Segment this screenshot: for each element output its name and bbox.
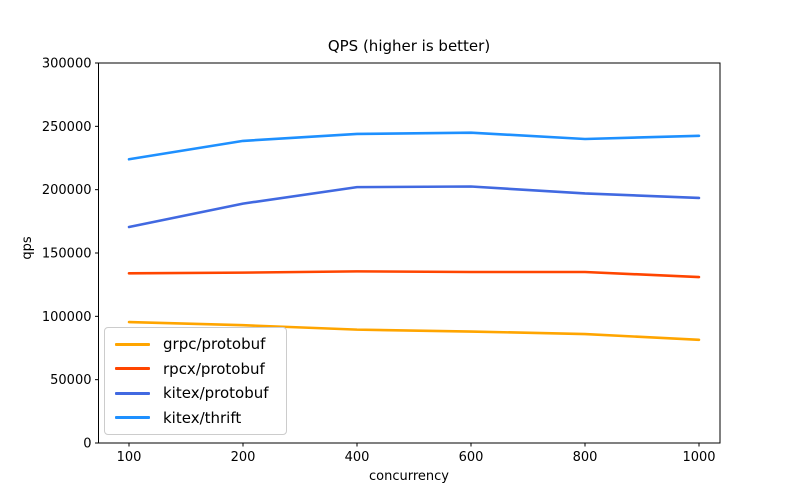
x-tick-label: 100 bbox=[117, 450, 142, 465]
legend: grpc/protobuf rpcx/protobuf kitex/protob… bbox=[104, 327, 287, 435]
y-tick-label: 300000 bbox=[42, 57, 92, 72]
chart-title: QPS (higher is better) bbox=[327, 37, 491, 55]
legend-label: kitex/thrift bbox=[163, 408, 242, 427]
y-tick-label: 200000 bbox=[42, 183, 92, 198]
legend-item-rpcx-protobuf: rpcx/protobuf bbox=[115, 360, 276, 378]
legend-swatch-grpc-protobuf bbox=[115, 342, 150, 346]
y-tick-label: 150000 bbox=[42, 247, 92, 262]
y-tick-label: 50000 bbox=[50, 373, 91, 388]
y-tick-label: 0 bbox=[83, 437, 91, 452]
legend-item-kitex-protobuf: kitex/protobuf bbox=[115, 384, 276, 402]
legend-swatch-kitex-thrift bbox=[115, 416, 150, 420]
series-line-rpcx-protobuf bbox=[127, 270, 701, 279]
x-tick-label: 800 bbox=[573, 450, 598, 465]
legend-swatch-rpcx-protobuf bbox=[115, 367, 150, 371]
x-tick-label: 600 bbox=[459, 450, 484, 465]
x-tick-label: 200 bbox=[231, 450, 256, 465]
y-axis-label: qps bbox=[19, 236, 35, 260]
x-tick-label: 1000 bbox=[682, 450, 715, 465]
series-line-kitex-thrift bbox=[127, 131, 701, 161]
legend-label: rpcx/protobuf bbox=[163, 359, 265, 378]
series-line-grpc-protobuf bbox=[127, 320, 701, 342]
x-tick-label: 400 bbox=[345, 450, 370, 465]
y-tick-label: 100000 bbox=[42, 310, 92, 325]
legend-swatch-kitex-protobuf bbox=[115, 391, 150, 395]
legend-item-grpc-protobuf: grpc/protobuf bbox=[115, 335, 276, 353]
series-line-kitex-protobuf bbox=[127, 185, 701, 229]
legend-item-kitex-thrift: kitex/thrift bbox=[115, 409, 276, 427]
legend-label: kitex/protobuf bbox=[163, 384, 269, 403]
y-tick-label: 250000 bbox=[42, 120, 92, 135]
legend-label: grpc/protobuf bbox=[163, 335, 266, 354]
x-axis-label: concurrency bbox=[369, 469, 449, 484]
